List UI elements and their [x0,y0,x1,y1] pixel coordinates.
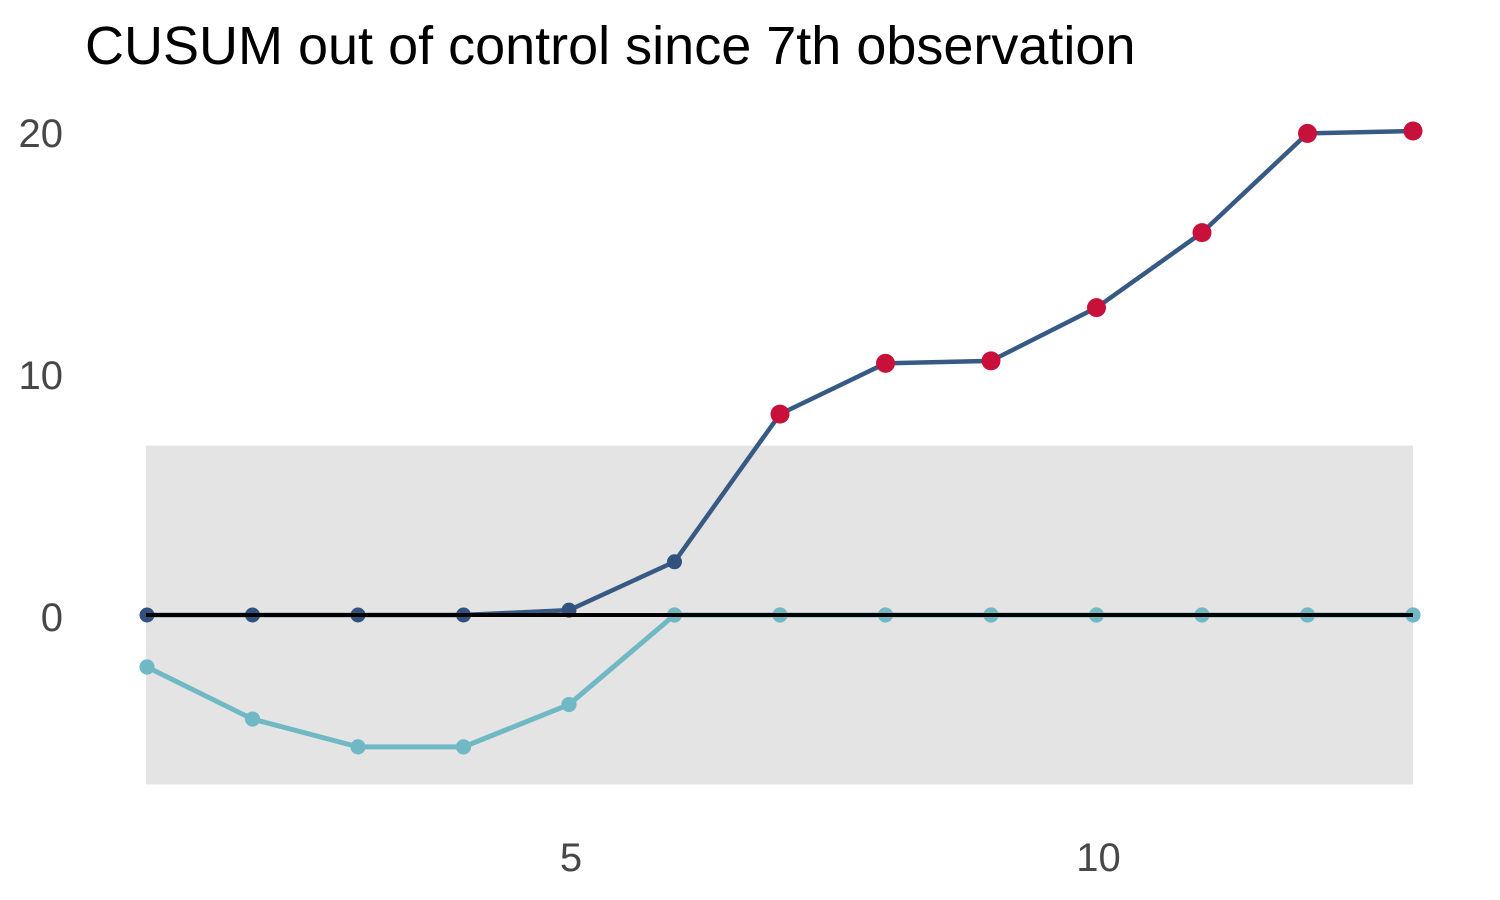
upper-cusum-point-out-of-control [876,353,895,373]
upper-cusum-point-out-of-control [981,351,1001,371]
upper-cusum-point-out-of-control [770,404,790,424]
lower-cusum-point [350,739,366,755]
y-tick-label: 10 [19,354,64,398]
lower-cusum-point [139,659,155,675]
upper-cusum-point [667,554,682,570]
series-points-layer [139,121,1423,755]
y-tick-label: 0 [41,596,63,640]
axis-labels-layer: 0 10 20 5 10 [19,112,1121,880]
upper-cusum-point-out-of-control [1298,123,1317,143]
lower-cusum-point [455,739,472,755]
x-tick-label: 10 [1076,836,1121,880]
lower-cusum-point [244,711,261,727]
upper-cusum-point-out-of-control [1087,298,1106,318]
lower-cusum-point [561,696,577,713]
upper-cusum-point-out-of-control [1403,121,1423,141]
y-tick-label: 20 [19,112,64,156]
upper-cusum-point-out-of-control [1192,223,1212,243]
x-tick-label: 5 [560,836,582,880]
chart-title: CUSUM out of control since 7th observati… [85,16,1136,76]
